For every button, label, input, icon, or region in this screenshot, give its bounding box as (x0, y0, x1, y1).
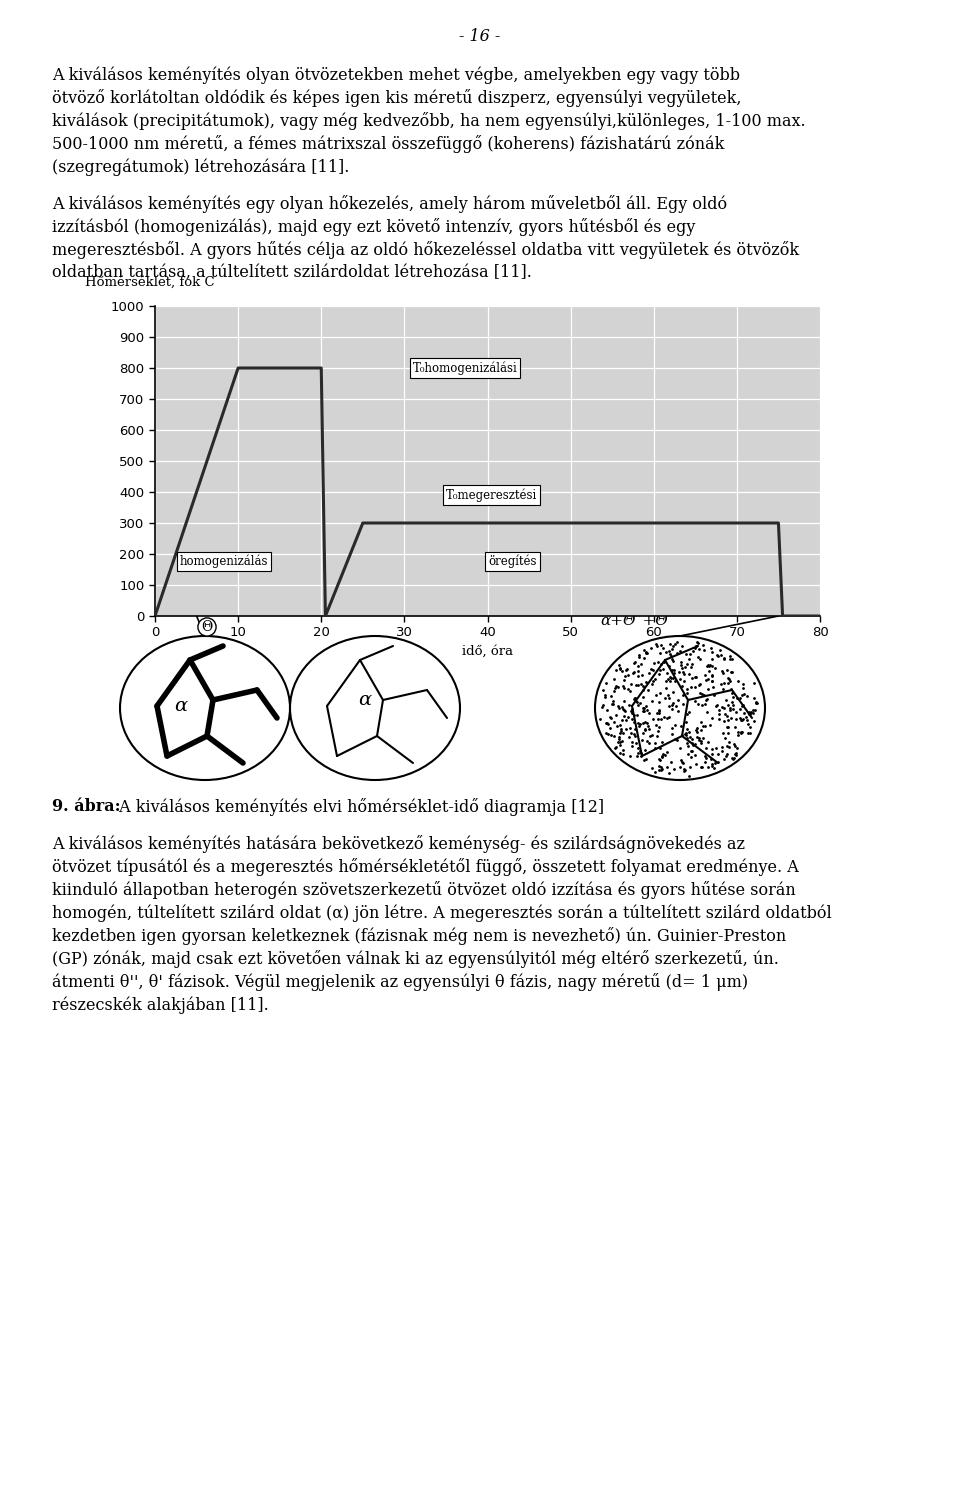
Text: homogén, túltelített szilárd oldat (α) jön létre. A megeresztés során a túltelít: homogén, túltelített szilárd oldat (α) j… (52, 904, 831, 921)
Text: ötvöző korlátoltan oldódik és képes igen kis méretű diszperz, egyensúlyi vegyüle: ötvöző korlátoltan oldódik és képes igen… (52, 89, 741, 107)
Text: - 16 -: - 16 - (460, 29, 500, 45)
Text: A kiválásos keményítés hatására bekövetkező keménység- és szilárdságnövekedés az: A kiválásos keményítés hatására bekövetk… (52, 835, 745, 853)
Text: Θ: Θ (202, 619, 212, 634)
Text: 9. ábra:: 9. ábra: (52, 799, 121, 815)
Text: ötvözet típusától és a megeresztés hőmérsékletétől függő, összetett folyamat ere: ötvözet típusától és a megeresztés hőmér… (52, 857, 799, 876)
Text: Hőmérséklet, fok C: Hőmérséklet, fok C (85, 276, 215, 289)
Text: α: α (358, 692, 372, 708)
Text: izzításból (homogenizálás), majd egy ezt követő intenzív, gyors hűtésből és egy: izzításból (homogenizálás), majd egy ezt… (52, 219, 695, 237)
Text: (szegregátumok) létrehozására [11].: (szegregátumok) létrehozására [11]. (52, 158, 349, 175)
Text: megeresztésből. A gyors hűtés célja az oldó hőkezeléssel oldatba vitt vegyületek: megeresztésből. A gyors hűtés célja az o… (52, 241, 799, 259)
Text: homogenizálás: homogenizálás (180, 555, 269, 568)
Text: részecskék alakjában [11].: részecskék alakjában [11]. (52, 996, 269, 1014)
X-axis label: idő, óra: idő, óra (462, 645, 513, 659)
Text: A kiválásos keményítés elvi hőmérséklet-idő diagramja [12]: A kiválásos keményítés elvi hőmérséklet-… (114, 799, 604, 815)
Text: 500-1000 nm méretű, a fémes mátrixszal összefüggő (koherens) fázishatárú zónák: 500-1000 nm méretű, a fémes mátrixszal ö… (52, 136, 725, 154)
Text: öregítés: öregítés (489, 555, 537, 568)
Ellipse shape (120, 636, 290, 781)
Text: kiinduló állapotban heterogén szövetszerkezetű ötvözet oldó izzítása és gyors hű: kiinduló állapotban heterogén szövetszer… (52, 882, 796, 900)
Ellipse shape (595, 636, 765, 781)
Text: átmenti θ'', θ' fázisok. Végül megjelenik az egyensúlyi θ fázis, nagy méretű (d=: átmenti θ'', θ' fázisok. Végül megjeleni… (52, 974, 748, 992)
Text: kiválások (precipitátumok), vagy még kedvezőbb, ha nem egyensúlyi,különleges, 1-: kiválások (precipitátumok), vagy még ked… (52, 112, 805, 130)
Text: kezdetben igen gyorsan keletkeznek (fázisnak még nem is nevezhető) ún. Guinier-P: kezdetben igen gyorsan keletkeznek (fázi… (52, 927, 786, 945)
Text: α+Θ′′+Θ′: α+Θ′′+Θ′ (600, 613, 671, 628)
Text: α: α (175, 698, 187, 714)
Text: A kiválásos keményítés olyan ötvözetekben mehet végbe, amelyekben egy vagy több: A kiválásos keményítés olyan ötvözetekbe… (52, 66, 740, 83)
Text: A kiválásos keményítés egy olyan hőkezelés, amely három műveletből áll. Egy oldó: A kiválásos keményítés egy olyan hőkezel… (52, 194, 727, 212)
Text: (GP) zónák, majd csak ezt követően válnak ki az egyensúlyitól még eltérő szerkez: (GP) zónák, majd csak ezt követően válna… (52, 949, 779, 967)
Text: T₀megeresztési: T₀megeresztési (446, 488, 538, 502)
Text: T₀homogenizálási: T₀homogenizálási (413, 362, 517, 375)
Text: oldatban tartása, a túltelített szilárdoldat létrehozása [11].: oldatban tartása, a túltelített szilárdo… (52, 264, 532, 280)
Ellipse shape (290, 636, 460, 781)
